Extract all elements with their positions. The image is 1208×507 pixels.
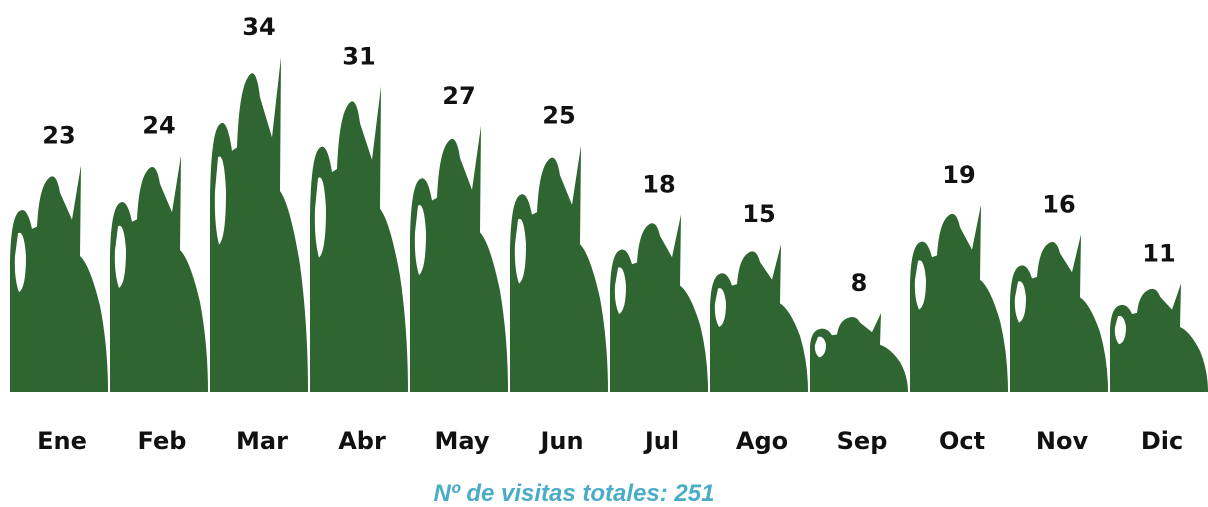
chart: Nº de visitas totales: 251 23 Ene 24 Feb 34 M… <box>0 0 1208 507</box>
value-label: 18 <box>642 171 675 199</box>
value-label: 11 <box>1142 240 1175 268</box>
bar <box>310 87 408 392</box>
value-label: 8 <box>851 269 868 297</box>
bar <box>210 57 308 392</box>
value-label: 23 <box>42 121 75 149</box>
value-label: 15 <box>742 200 775 228</box>
x-tick-label: Ene <box>37 427 87 455</box>
x-tick-label: Feb <box>138 427 187 455</box>
x-tick-label: Mar <box>236 427 288 455</box>
bar <box>710 244 808 392</box>
value-label: 16 <box>1042 190 1075 218</box>
bar <box>110 156 208 392</box>
bar <box>1010 234 1108 392</box>
x-tick-label: Jul <box>643 427 679 455</box>
x-tick-label: Abr <box>338 427 386 455</box>
bar <box>1110 284 1208 392</box>
x-tick-label: Dic <box>1141 427 1183 455</box>
value-label: 19 <box>942 161 975 189</box>
chart-title: Nº de visitas totales: 251 <box>434 480 715 507</box>
x-tick-label: Oct <box>939 427 985 455</box>
x-tick-label: Jun <box>538 427 583 455</box>
bar <box>610 215 708 392</box>
value-label: 24 <box>142 112 175 140</box>
x-tick-label: Nov <box>1036 427 1089 455</box>
x-tick-label: Ago <box>736 427 788 455</box>
value-label: 34 <box>242 13 275 41</box>
bar <box>910 205 1008 392</box>
value-label: 31 <box>342 43 375 71</box>
x-tick-label: Sep <box>837 427 888 455</box>
bar <box>810 313 908 392</box>
bar <box>410 126 508 392</box>
bar <box>10 165 108 392</box>
page: {"chart_data": {"type": "bar", "title": … <box>0 0 1208 507</box>
bar <box>510 146 608 392</box>
value-label: 25 <box>542 102 575 130</box>
value-label: 27 <box>442 82 475 110</box>
x-tick-label: May <box>435 427 490 455</box>
